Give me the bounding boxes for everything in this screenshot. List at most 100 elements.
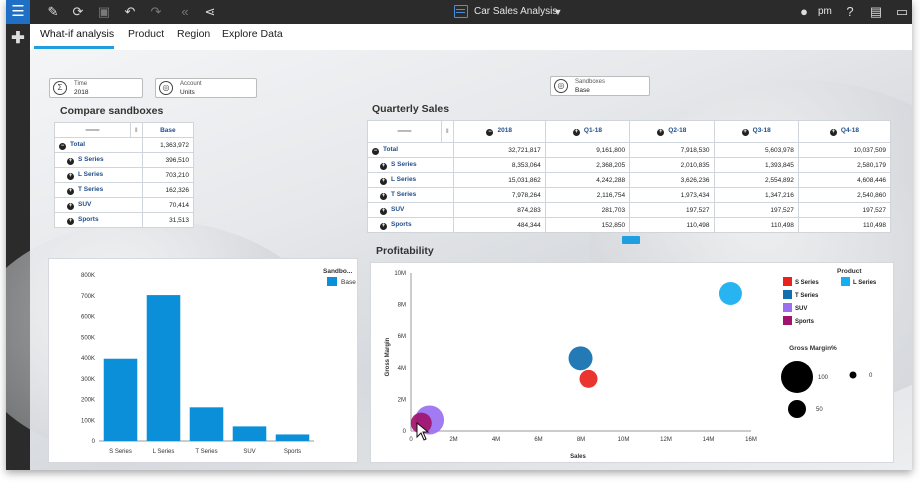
grid-row-label[interactable]: + S Series (54, 152, 143, 168)
time-filter-label: Time (74, 81, 88, 87)
x-tick-label: 10M (618, 437, 630, 443)
grid-cell[interactable]: 5,603,978 (713, 142, 799, 158)
help-icon[interactable]: ? (846, 4, 854, 19)
grid-cell[interactable]: 15,031,862 (452, 172, 546, 188)
x-axis-label: Sales (570, 454, 586, 460)
image-icon[interactable]: ▤ (869, 4, 883, 19)
grid-cell[interactable]: 1,973,434 (629, 187, 715, 203)
tab-region[interactable]: Region (177, 28, 211, 40)
grid-cell[interactable]: 2,116,754 (544, 187, 631, 203)
sandboxes-filter[interactable]: ◎ Sandboxes Base (550, 76, 650, 96)
grid-cell[interactable]: 2,580,179 (797, 157, 892, 173)
time-filter[interactable]: Σ Time 2018 (49, 78, 143, 98)
grid-cell[interactable]: 9,161,800 (544, 142, 631, 158)
grid-cell[interactable]: 1,363,972 (141, 137, 195, 153)
refresh-icon[interactable]: ⟳ (72, 4, 84, 19)
comment-icon[interactable]: ▭ (895, 4, 909, 19)
y-tick-label: 700K (81, 294, 95, 300)
quarterly-sales-grid[interactable]: ═══ ‖ −2018 + Q1-18 + Q2-18 + Q3-18 + Q4-18 … (367, 120, 892, 233)
grid-cell[interactable]: 110,498 (629, 217, 715, 233)
grid-cell[interactable]: 281,703 (544, 202, 631, 218)
column-header[interactable]: Base (141, 122, 195, 138)
grid-cell[interactable]: 8,353,064 (452, 157, 546, 173)
grid-cell[interactable]: 110,498 (713, 217, 799, 233)
account-filter-value: Units (180, 89, 195, 96)
save-icon[interactable]: ▣ (97, 4, 111, 19)
tab-product[interactable]: Product (128, 28, 165, 40)
grid-cell[interactable]: 2,554,892 (713, 172, 799, 188)
column-header[interactable]: −2018 (452, 120, 546, 143)
grid-cell[interactable]: 31,513 (141, 212, 195, 228)
grid-cell[interactable]: 2,540,860 (797, 187, 892, 203)
menu-icon[interactable]: ☰ (6, 0, 30, 24)
account-filter[interactable]: ◎ Account Units (155, 78, 257, 98)
grid-cell[interactable]: 197,527 (629, 202, 715, 218)
grid-row-label[interactable]: + L Series (367, 172, 454, 188)
scroll-handle[interactable] (622, 236, 640, 244)
grid-cell[interactable]: 484,344 (452, 217, 546, 233)
add-icon[interactable]: ✚ (11, 30, 25, 47)
grid-cell[interactable]: 197,527 (797, 202, 892, 218)
grid-row-label[interactable]: − Total (367, 142, 454, 158)
grid-cell[interactable]: 2,010,835 (629, 157, 715, 173)
bubble (410, 412, 432, 434)
x-tick-label: 12M (660, 437, 672, 443)
x-tick-label: Sports (284, 449, 301, 455)
grid-cell[interactable]: 152,850 (544, 217, 631, 233)
grid-cell[interactable]: 396,510 (141, 152, 195, 168)
grid-cell[interactable]: 874,283 (452, 202, 546, 218)
grid-cell[interactable]: 10,037,509 (797, 142, 892, 158)
sandboxes-filter-label: Sandboxes (575, 79, 606, 85)
user-icon[interactable]: ● (800, 4, 808, 19)
grid-cell[interactable]: 32,721,817 (452, 142, 546, 158)
bar (275, 434, 310, 441)
bar (189, 407, 224, 441)
top-toolbar: ☰ ✎ ⟳ ▣ ↶ ↷ « ⋖ Car Sales Analysis ▼ ● p… (6, 0, 912, 24)
grid-split-icon[interactable]: ‖ (441, 120, 454, 143)
grid-row-label[interactable]: + L Series (54, 167, 143, 183)
document-title[interactable]: Car Sales Analysis (474, 6, 558, 17)
grid-cell[interactable]: 197,527 (713, 202, 799, 218)
share-icon[interactable]: ⋖ (204, 4, 216, 19)
user-name[interactable]: pm (818, 6, 832, 17)
grid-cell[interactable]: 70,414 (141, 197, 195, 213)
column-header[interactable]: + Q4-18 (797, 120, 892, 143)
grid-cell[interactable]: 110,498 (797, 217, 892, 233)
grid-cell[interactable]: 4,242,288 (544, 172, 631, 188)
x-tick-label: 2M (449, 437, 457, 443)
column-header[interactable]: + Q1-18 (544, 120, 631, 143)
grid-row-label[interactable]: + Sports (367, 217, 454, 233)
grid-cell[interactable]: 7,978,264 (452, 187, 546, 203)
bar-chart[interactable]: 0 100K 200K 300K 400K 500K 600K 700K 800K S Serie… (49, 259, 359, 464)
grid-cell[interactable]: 1,393,845 (713, 157, 799, 173)
grid-cell[interactable]: 7,918,530 (629, 142, 715, 158)
grid-row-label[interactable]: + Sports (54, 212, 143, 228)
redo-icon[interactable]: ↷ (150, 4, 162, 19)
undo-icon[interactable]: ↶ (124, 4, 136, 19)
grid-cell[interactable]: 1,347,216 (713, 187, 799, 203)
tab-explore-data[interactable]: Explore Data (222, 28, 283, 40)
grid-handle-icon[interactable]: ═══ (367, 120, 442, 143)
pencil-icon[interactable]: ✎ (47, 4, 59, 19)
grid-handle-icon[interactable]: ═══ (54, 122, 131, 138)
chevron-down-icon[interactable]: ▼ (553, 7, 563, 17)
grid-row-label[interactable]: + T Series (367, 187, 454, 203)
grid-cell[interactable]: 162,326 (141, 182, 195, 198)
profitability-chart[interactable]: 0 2M 4M 6M 8M 10M 12M 14M 16M 0 2M 4M 6M 8M 10M Gross … (371, 263, 895, 464)
column-header[interactable]: + Q2-18 (629, 120, 715, 143)
grid-row-label[interactable]: + S Series (367, 157, 454, 173)
grid-cell[interactable]: 3,626,236 (629, 172, 715, 188)
grid-row-label[interactable]: + SUV (367, 202, 454, 218)
compare-sandboxes-grid[interactable]: ═══ ‖ Base − Total 1,363,972 + S Series 396,… (54, 122, 195, 228)
grid-row-label[interactable]: − Total (54, 137, 143, 153)
grid-row-label[interactable]: + SUV (54, 197, 143, 213)
column-header[interactable]: + Q3-18 (713, 120, 799, 143)
rewind-icon[interactable]: « (181, 4, 189, 19)
x-tick-label: 8M (577, 437, 585, 443)
grid-row-label[interactable]: + T Series (54, 182, 143, 198)
grid-cell[interactable]: 2,368,205 (544, 157, 631, 173)
grid-split-icon[interactable]: ‖ (130, 122, 143, 138)
grid-cell[interactable]: 4,608,446 (797, 172, 892, 188)
tab-what-if-analysis[interactable]: What-if analysis (40, 28, 115, 40)
grid-cell[interactable]: 703,210 (141, 167, 195, 183)
